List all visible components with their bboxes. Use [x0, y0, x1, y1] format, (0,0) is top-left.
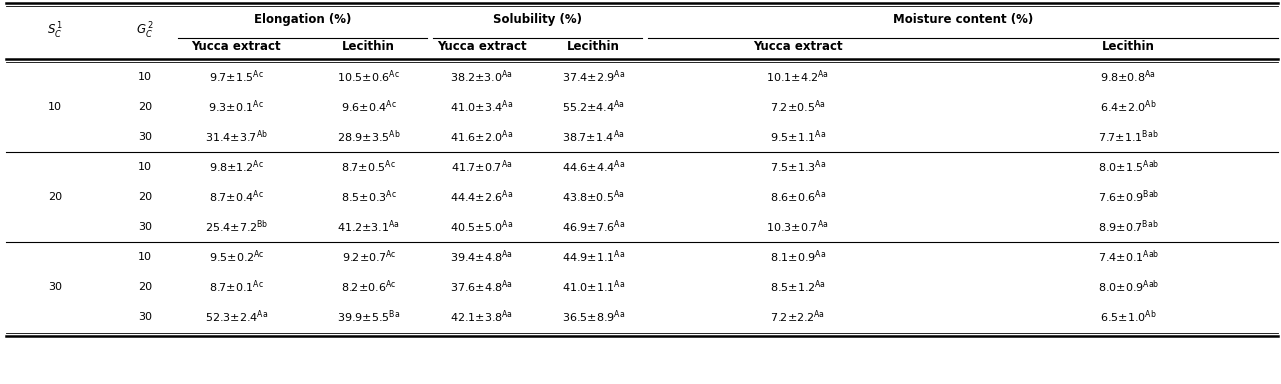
Text: 9.5±0.2$^{\mathregular{Ac}}$: 9.5±0.2$^{\mathregular{Ac}}$ — [209, 249, 264, 265]
Text: Lecithin: Lecithin — [567, 40, 620, 53]
Text: Moisture content (%): Moisture content (%) — [893, 13, 1032, 25]
Text: 52.3±2.4$^{\mathregular{Aa}}$: 52.3±2.4$^{\mathregular{Aa}}$ — [205, 309, 268, 325]
Text: 9.5±1.1$^{\mathregular{Aa}}$: 9.5±1.1$^{\mathregular{Aa}}$ — [770, 129, 826, 145]
Text: 7.2±2.2$^{\mathregular{Aa}}$: 7.2±2.2$^{\mathregular{Aa}}$ — [770, 309, 825, 325]
Text: 41.7±0.7$^{\mathregular{Aa}}$: 41.7±0.7$^{\mathregular{Aa}}$ — [451, 159, 512, 175]
Text: Lecithin: Lecithin — [1102, 40, 1154, 53]
Text: 42.1±3.8$^{\mathregular{Aa}}$: 42.1±3.8$^{\mathregular{Aa}}$ — [450, 309, 514, 325]
Text: Yucca extract: Yucca extract — [753, 40, 843, 53]
Text: 10.5±0.6$^{\mathregular{Ac}}$: 10.5±0.6$^{\mathregular{Ac}}$ — [337, 69, 400, 85]
Text: 7.4±0.1$^{\mathregular{Aab}}$: 7.4±0.1$^{\mathregular{Aab}}$ — [1098, 249, 1159, 265]
Text: 10: 10 — [138, 72, 152, 82]
Text: 30: 30 — [138, 222, 152, 232]
Text: 8.1±0.9$^{\mathregular{Aa}}$: 8.1±0.9$^{\mathregular{Aa}}$ — [770, 249, 826, 265]
Text: 8.0±0.9$^{\mathregular{Aab}}$: 8.0±0.9$^{\mathregular{Aab}}$ — [1098, 279, 1159, 295]
Text: 8.2±0.6$^{\mathregular{Ac}}$: 8.2±0.6$^{\mathregular{Ac}}$ — [341, 279, 396, 295]
Text: 7.5±1.3$^{\mathregular{Aa}}$: 7.5±1.3$^{\mathregular{Aa}}$ — [770, 159, 826, 175]
Text: 8.7±0.1$^{\mathregular{Ac}}$: 8.7±0.1$^{\mathregular{Ac}}$ — [209, 279, 264, 295]
Text: Solubility (%): Solubility (%) — [493, 13, 582, 25]
Text: 8.5±1.2$^{\mathregular{Aa}}$: 8.5±1.2$^{\mathregular{Aa}}$ — [770, 279, 825, 295]
Text: 25.4±7.2$^{\mathregular{Bb}}$: 25.4±7.2$^{\mathregular{Bb}}$ — [205, 219, 268, 235]
Text: 6.4±2.0$^{\mathregular{Ab}}$: 6.4±2.0$^{\mathregular{Ab}}$ — [1100, 99, 1157, 115]
Text: 20: 20 — [138, 282, 152, 292]
Text: 9.7±1.5$^{\mathregular{Ac}}$: 9.7±1.5$^{\mathregular{Ac}}$ — [209, 69, 264, 85]
Text: 41.2±3.1$^{\mathregular{Aa}}$: 41.2±3.1$^{\mathregular{Aa}}$ — [337, 219, 400, 235]
Text: 37.6±4.8$^{\mathregular{Aa}}$: 37.6±4.8$^{\mathregular{Aa}}$ — [450, 279, 514, 295]
Text: $S_C^{\,1}$: $S_C^{\,1}$ — [47, 21, 63, 41]
Text: 9.8±1.2$^{\mathregular{Ac}}$: 9.8±1.2$^{\mathregular{Ac}}$ — [209, 159, 264, 175]
Text: 40.5±5.0$^{\mathregular{Aa}}$: 40.5±5.0$^{\mathregular{Aa}}$ — [450, 219, 514, 235]
Text: 7.7±1.1$^{\mathregular{Bab}}$: 7.7±1.1$^{\mathregular{Bab}}$ — [1098, 129, 1158, 145]
Text: 31.4±3.7$^{\mathregular{Ab}}$: 31.4±3.7$^{\mathregular{Ab}}$ — [205, 129, 268, 145]
Text: 8.7±0.5$^{\mathregular{Ac}}$: 8.7±0.5$^{\mathregular{Ac}}$ — [341, 159, 396, 175]
Text: 20: 20 — [138, 102, 152, 112]
Text: Elongation (%): Elongation (%) — [254, 13, 351, 25]
Text: 6.5±1.0$^{\mathregular{Ab}}$: 6.5±1.0$^{\mathregular{Ab}}$ — [1100, 309, 1157, 325]
Text: Yucca extract: Yucca extract — [437, 40, 526, 53]
Text: 37.4±2.9$^{\mathregular{Aa}}$: 37.4±2.9$^{\mathregular{Aa}}$ — [562, 69, 625, 85]
Text: 7.2±0.5$^{\mathregular{Aa}}$: 7.2±0.5$^{\mathregular{Aa}}$ — [770, 99, 825, 115]
Text: 44.9±1.1$^{\mathregular{Aa}}$: 44.9±1.1$^{\mathregular{Aa}}$ — [562, 249, 625, 265]
Text: 8.6±0.6$^{\mathregular{Aa}}$: 8.6±0.6$^{\mathregular{Aa}}$ — [770, 189, 826, 205]
Text: 46.9±7.6$^{\mathregular{Aa}}$: 46.9±7.6$^{\mathregular{Aa}}$ — [562, 219, 625, 235]
Text: 43.8±0.5$^{\mathregular{Aa}}$: 43.8±0.5$^{\mathregular{Aa}}$ — [562, 189, 625, 205]
Text: 30: 30 — [138, 132, 152, 142]
Text: 9.2±0.7$^{\mathregular{Ac}}$: 9.2±0.7$^{\mathregular{Ac}}$ — [342, 249, 396, 265]
Text: 36.5±8.9$^{\mathregular{Aa}}$: 36.5±8.9$^{\mathregular{Aa}}$ — [562, 309, 625, 325]
Text: $G_C^{\,2}$: $G_C^{\,2}$ — [136, 21, 154, 41]
Text: 44.6±4.4$^{\mathregular{Aa}}$: 44.6±4.4$^{\mathregular{Aa}}$ — [562, 159, 625, 175]
Text: 44.4±2.6$^{\mathregular{Aa}}$: 44.4±2.6$^{\mathregular{Aa}}$ — [450, 189, 514, 205]
Text: 10: 10 — [138, 162, 152, 172]
Text: 30: 30 — [47, 282, 61, 292]
Text: 8.5±0.3$^{\mathregular{Ac}}$: 8.5±0.3$^{\mathregular{Ac}}$ — [341, 189, 397, 205]
Text: 20: 20 — [138, 192, 152, 202]
Text: 20: 20 — [47, 192, 61, 202]
Text: 10.1±4.2$^{\mathregular{Aa}}$: 10.1±4.2$^{\mathregular{Aa}}$ — [766, 69, 829, 85]
Text: 9.6±0.4$^{\mathregular{Ac}}$: 9.6±0.4$^{\mathregular{Ac}}$ — [341, 99, 397, 115]
Text: 41.0±3.4$^{\mathregular{Aa}}$: 41.0±3.4$^{\mathregular{Aa}}$ — [450, 99, 514, 115]
Text: 39.9±5.5$^{\mathregular{Ba}}$: 39.9±5.5$^{\mathregular{Ba}}$ — [337, 309, 401, 325]
Text: 10: 10 — [47, 102, 61, 112]
Text: 41.6±2.0$^{\mathregular{Aa}}$: 41.6±2.0$^{\mathregular{Aa}}$ — [450, 129, 514, 145]
Text: 8.0±1.5$^{\mathregular{Aab}}$: 8.0±1.5$^{\mathregular{Aab}}$ — [1098, 159, 1159, 175]
Text: 10.3±0.7$^{\mathregular{Aa}}$: 10.3±0.7$^{\mathregular{Aa}}$ — [766, 219, 829, 235]
Text: 30: 30 — [138, 312, 152, 322]
Text: Lecithin: Lecithin — [342, 40, 396, 53]
Text: 10: 10 — [138, 252, 152, 262]
Text: 8.9±0.7$^{\mathregular{Bab}}$: 8.9±0.7$^{\mathregular{Bab}}$ — [1098, 219, 1158, 235]
Text: 39.4±4.8$^{\mathregular{Aa}}$: 39.4±4.8$^{\mathregular{Aa}}$ — [450, 249, 514, 265]
Text: 41.0±1.1$^{\mathregular{Aa}}$: 41.0±1.1$^{\mathregular{Aa}}$ — [562, 279, 625, 295]
Text: Yucca extract: Yucca extract — [191, 40, 281, 53]
Text: 9.8±0.8$^{\mathregular{Aa}}$: 9.8±0.8$^{\mathregular{Aa}}$ — [1100, 69, 1157, 85]
Text: 8.7±0.4$^{\mathregular{Ac}}$: 8.7±0.4$^{\mathregular{Ac}}$ — [209, 189, 264, 205]
Text: 9.3±0.1$^{\mathregular{Ac}}$: 9.3±0.1$^{\mathregular{Ac}}$ — [209, 99, 264, 115]
Text: 28.9±3.5$^{\mathregular{Ab}}$: 28.9±3.5$^{\mathregular{Ab}}$ — [337, 129, 401, 145]
Text: 38.7±1.4$^{\mathregular{Aa}}$: 38.7±1.4$^{\mathregular{Aa}}$ — [562, 129, 625, 145]
Text: 38.2±3.0$^{\mathregular{Aa}}$: 38.2±3.0$^{\mathregular{Aa}}$ — [450, 69, 512, 85]
Text: 55.2±4.4$^{\mathregular{Aa}}$: 55.2±4.4$^{\mathregular{Aa}}$ — [562, 99, 625, 115]
Text: 7.6±0.9$^{\mathregular{Bab}}$: 7.6±0.9$^{\mathregular{Bab}}$ — [1098, 189, 1159, 205]
